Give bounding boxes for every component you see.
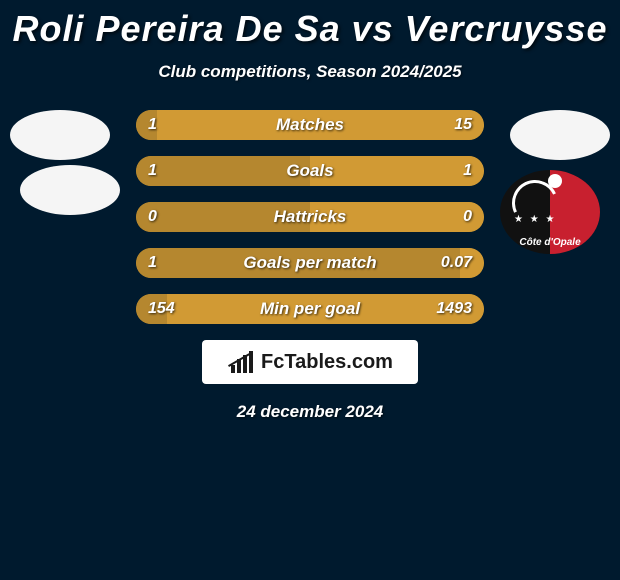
stat-row: 1541493Min per goal xyxy=(136,294,484,324)
source-logo: FcTables.com xyxy=(202,340,418,384)
stat-label: Goals per match xyxy=(136,248,484,278)
page-title: Roli Pereira De Sa vs Vercruysse xyxy=(0,0,620,50)
comparison-panel: ★ ★ ★ Côte d'Opale 115Matches 11Goals 00Ha… xyxy=(0,110,620,422)
stat-row: 00Hattricks xyxy=(136,202,484,232)
badge-ball-icon xyxy=(548,174,562,188)
player1-photo-placeholder xyxy=(10,110,110,160)
stat-label: Goals xyxy=(136,156,484,186)
subtitle: Club competitions, Season 2024/2025 xyxy=(0,62,620,82)
stat-label: Matches xyxy=(136,110,484,140)
badge-text: Côte d'Opale xyxy=(500,237,600,248)
stat-row: 10.07Goals per match xyxy=(136,248,484,278)
badge-stars-icon: ★ ★ ★ xyxy=(514,214,556,225)
stat-bars: 115Matches 11Goals 00Hattricks 10.07Goals p… xyxy=(136,110,484,324)
stat-label: Hattricks xyxy=(136,202,484,232)
player2-photo-placeholder xyxy=(510,110,610,160)
fctables-icon xyxy=(227,351,255,373)
player1-club-badge-placeholder xyxy=(20,165,120,215)
date-text: 24 december 2024 xyxy=(0,402,620,422)
source-logo-text: FcTables.com xyxy=(261,351,393,374)
stat-label: Min per goal xyxy=(136,294,484,324)
stat-row: 11Goals xyxy=(136,156,484,186)
player2-club-badge: ★ ★ ★ Côte d'Opale xyxy=(500,170,600,254)
stat-row: 115Matches xyxy=(136,110,484,140)
